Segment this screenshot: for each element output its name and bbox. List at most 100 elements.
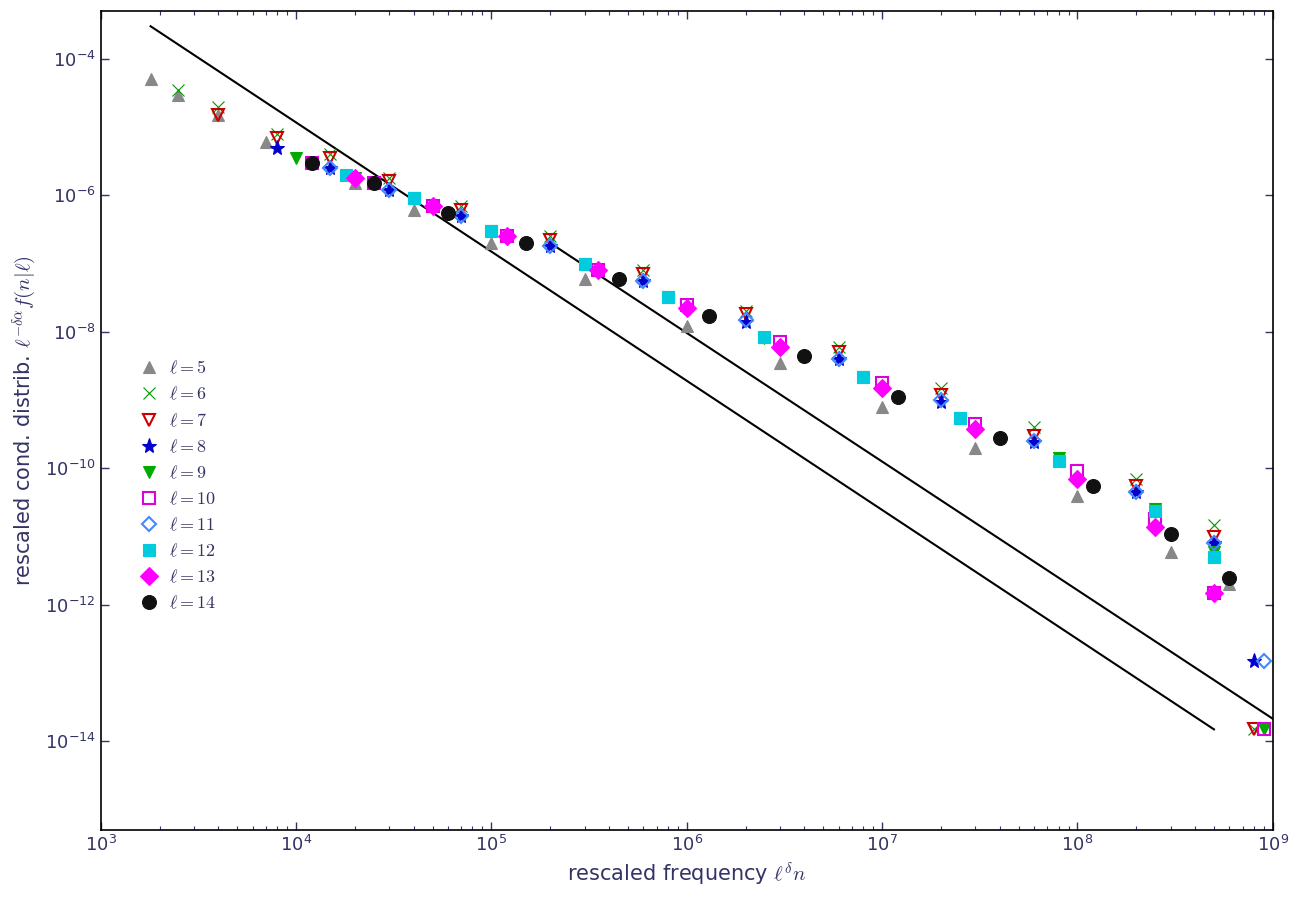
$\ell = 9$ (289, 153, 304, 164)
$\ell = 11$ (1128, 487, 1144, 498)
$\ell = 9$ (952, 412, 967, 423)
Y-axis label: rescaled cond. distrib. $\ell^{-\delta\alpha} f(n|\ell)$: rescaled cond. distrib. $\ell^{-\delta\a… (12, 256, 39, 586)
$\ell = 13$ (772, 342, 788, 353)
$\ell = 13$ (590, 265, 606, 275)
$\ell = 10$ (1206, 588, 1222, 598)
$\ell = 7$ (636, 269, 651, 280)
$\ell = 5$ (967, 443, 983, 454)
$\ell = 11$ (381, 184, 396, 195)
$\ell = 10$ (875, 377, 891, 388)
$\ell = 11$ (1256, 656, 1271, 667)
$\ell = 5$ (406, 205, 421, 216)
$\ell = 9$ (484, 226, 499, 237)
$\ell = 10$ (1070, 466, 1085, 477)
$\ell = 6$ (636, 265, 651, 275)
Line: $\ell = 6$: $\ell = 6$ (172, 84, 1260, 735)
$\ell = 9$ (1148, 504, 1164, 515)
$\ell = 13$ (1070, 473, 1085, 484)
$\ell = 7$ (211, 110, 226, 121)
$\ell = 9$ (347, 173, 363, 184)
$\ell = 8$ (933, 396, 949, 407)
$\ell = 13$ (347, 173, 363, 184)
$\ell = 8$ (381, 184, 396, 195)
$\ell = 6$ (381, 173, 396, 184)
$\ell = 6$ (1128, 473, 1144, 484)
$\ell = 8$ (738, 317, 754, 328)
$\ell = 13$ (425, 201, 441, 212)
$\ell = 6$ (933, 382, 949, 393)
$\ell = 5$ (484, 238, 499, 248)
$\ell = 10$ (1256, 724, 1271, 734)
$\ell = 6$ (170, 85, 186, 95)
$\ell = 6$ (211, 101, 226, 112)
$\ell = 13$ (499, 231, 515, 242)
$\ell = 7$ (269, 132, 285, 143)
$\ell = 5$ (1280, 724, 1296, 734)
$\ell = 12$ (406, 194, 421, 204)
$\ell = 10$ (1148, 514, 1164, 525)
$\ell = 14$ (701, 310, 716, 321)
$\ell = 9$ (660, 292, 676, 302)
Legend: $\ell = 5$, $\ell = 6$, $\ell = 7$, $\ell = 8$, $\ell = 9$, $\ell = 10$, $\ell =: $\ell = 5$, $\ell = 6$, $\ell = 7$, $\el… (133, 355, 222, 618)
$\ell = 8$ (636, 276, 651, 287)
$\ell = 14$ (367, 178, 382, 189)
$\ell = 14$ (889, 392, 905, 402)
$\ell = 6$ (454, 201, 469, 212)
$\ell = 8$ (1206, 538, 1222, 549)
Line: $\ell = 12$: $\ell = 12$ (339, 168, 1221, 563)
$\ell = 14$ (441, 208, 456, 219)
$\ell = 10$ (679, 300, 694, 310)
$\ell = 6$ (269, 129, 285, 140)
Line: $\ell = 5$: $\ell = 5$ (146, 74, 1294, 735)
$\ell = 11$ (322, 163, 338, 174)
$\ell = 8$ (831, 354, 846, 364)
$\ell = 5$ (772, 357, 788, 368)
$\ell = 10$ (425, 201, 441, 212)
$\ell = 12$ (577, 258, 593, 269)
$\ell = 12$ (1148, 505, 1164, 516)
$\ell = 7$ (1026, 430, 1041, 441)
$\ell = 14$ (1222, 572, 1238, 583)
$\ell = 7$ (322, 153, 338, 164)
$\ell = 9$ (855, 372, 871, 382)
$\ell = 12$ (952, 412, 967, 423)
$\ell = 7$ (1128, 481, 1144, 491)
$\ell = 14$ (517, 238, 533, 248)
$\ell = 9$ (577, 258, 593, 269)
$\ell = 5$ (170, 89, 186, 100)
$\ell = 5$ (211, 110, 226, 121)
$\ell = 6$ (322, 148, 338, 159)
$\ell = 7$ (933, 390, 949, 400)
$\ell = 11$ (933, 395, 949, 406)
$\ell = 9$ (1206, 546, 1222, 557)
$\ell = 14$ (797, 350, 812, 361)
$\ell = 11$ (542, 241, 558, 252)
$\ell = 5$ (304, 158, 320, 168)
$\ell = 6$ (1247, 724, 1262, 734)
$\ell = 10$ (590, 265, 606, 275)
$\ell = 11$ (831, 354, 846, 364)
$\ell = 5$ (1070, 491, 1085, 501)
$\ell = 11$ (738, 314, 754, 325)
$\ell = 10$ (772, 337, 788, 347)
Line: $\ell = 8$: $\ell = 8$ (269, 140, 1261, 669)
$\ell = 7$ (1247, 724, 1262, 734)
$\ell = 6$ (738, 306, 754, 317)
$\ell = 10$ (367, 178, 382, 189)
$\ell = 10$ (967, 418, 983, 429)
$\ell = 5$ (143, 74, 159, 85)
$\ell = 9$ (1050, 453, 1066, 464)
$\ell = 8$ (542, 241, 558, 252)
$\ell = 8$ (322, 163, 338, 174)
$\ell = 11$ (454, 211, 469, 221)
$\ell = 10$ (304, 158, 320, 168)
$\ell = 13$ (679, 303, 694, 314)
$\ell = 5$ (347, 178, 363, 189)
Line: $\ell = 13$: $\ell = 13$ (348, 172, 1221, 599)
$\ell = 14$ (1162, 528, 1178, 539)
$\ell = 14$ (992, 432, 1008, 443)
$\ell = 8$ (454, 211, 469, 221)
Line: $\ell = 11$: $\ell = 11$ (325, 163, 1269, 666)
$\ell = 8$ (1128, 487, 1144, 498)
$\ell = 5$ (679, 321, 694, 332)
